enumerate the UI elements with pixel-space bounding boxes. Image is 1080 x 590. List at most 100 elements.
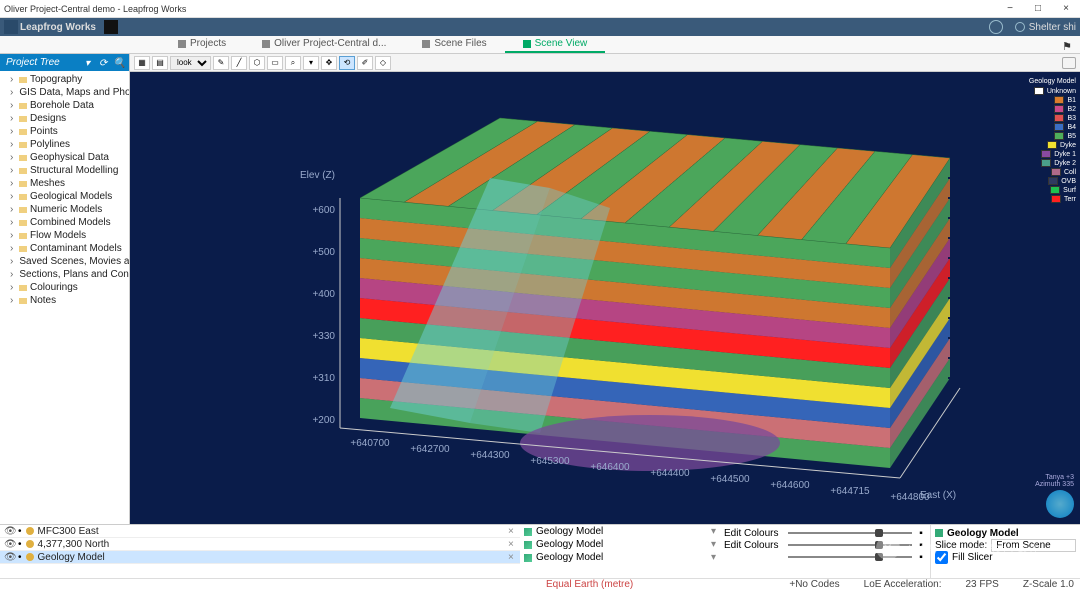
svg-text:+640700: +640700 (350, 438, 390, 449)
legend-item: Unknown (1029, 87, 1076, 95)
legend-item: OVB (1029, 177, 1076, 185)
tab-scene-view[interactable]: Scene View (505, 36, 606, 53)
tree-item[interactable]: ›Combined Models (0, 216, 129, 229)
tree-item[interactable]: ›Topography (0, 73, 129, 86)
tab-project-central[interactable]: Oliver Project-Central d... (244, 36, 404, 53)
edit-row: Edit Colours▪ (724, 527, 926, 539)
tree-item[interactable]: ›Polylines (0, 138, 129, 151)
tool-slice[interactable]: ▦ (134, 56, 150, 70)
menu-icon[interactable] (4, 20, 18, 34)
camera-icon[interactable] (1062, 57, 1076, 69)
look-select[interactable]: look (170, 56, 211, 70)
fill-slicer-checkbox[interactable] (935, 551, 948, 564)
eye-icon[interactable]: 👁 (4, 552, 14, 563)
props-cube-icon (935, 529, 943, 537)
play-icon[interactable] (104, 20, 118, 34)
tool-poly[interactable]: ⬡ (249, 56, 265, 70)
opacity-slider[interactable] (788, 532, 912, 534)
tree-item[interactable]: ›Structural Modelling (0, 164, 129, 177)
help-icon[interactable] (989, 20, 1003, 34)
scene-viewport[interactable]: Elev (Z)East (X)+600+500+400+330+310+200… (130, 72, 1080, 524)
svg-text:+644300: +644300 (470, 450, 510, 461)
tree-item[interactable]: ›Designs (0, 112, 129, 125)
tree-item[interactable]: ›Colourings (0, 281, 129, 294)
opacity-slider[interactable] (788, 556, 912, 558)
slider-end-icon[interactable]: ▪ (916, 528, 926, 539)
tree-item[interactable]: ›Numeric Models (0, 203, 129, 216)
layer-row[interactable]: 👁•MFC300 East× (0, 525, 520, 538)
remove-icon[interactable]: × (508, 552, 516, 563)
tool-pen[interactable]: ✎ (213, 56, 229, 70)
tool-move[interactable]: ✥ (321, 56, 337, 70)
window-min-button[interactable]: − (1000, 3, 1020, 14)
opacity-slider[interactable] (788, 544, 912, 546)
status-accel: LoE Acceleration: (864, 579, 942, 590)
tree-item[interactable]: ›Saved Scenes, Movies and Markers (0, 255, 129, 268)
tool-line[interactable]: ╱ (231, 56, 247, 70)
legend-item: B5 (1029, 132, 1076, 140)
tool-pick[interactable]: ⌕ (285, 56, 301, 70)
window-close-button[interactable]: × (1056, 3, 1076, 14)
tree-item[interactable]: ›Geological Models (0, 190, 129, 203)
pin-icon[interactable]: • (18, 539, 22, 550)
svg-text:+330: +330 (312, 331, 335, 342)
slider-end-icon[interactable]: ▪ (916, 540, 926, 551)
tree-item[interactable]: ›Notes (0, 294, 129, 307)
edit-row: ▪ (724, 551, 926, 563)
svg-text:+500: +500 (312, 247, 335, 258)
slice-mode-value[interactable]: From Scene (991, 539, 1076, 552)
tree-item[interactable]: ›GIS Data, Maps and Photos (0, 86, 129, 99)
svg-text:+600: +600 (312, 205, 335, 216)
pin-icon[interactable]: • (18, 526, 22, 537)
eye-icon[interactable]: 👁 (4, 539, 14, 550)
model-ref-row[interactable]: Geology Model▾ (520, 538, 720, 551)
legend-item: B2 (1029, 105, 1076, 113)
eye-icon[interactable]: 👁 (4, 526, 14, 537)
tool-box[interactable]: ▭ (267, 56, 283, 70)
tree-item[interactable]: ›Meshes (0, 177, 129, 190)
svg-text:+645300: +645300 (530, 456, 570, 467)
tab-projects[interactable]: Projects (160, 36, 244, 53)
tree-item[interactable]: ›Borehole Data (0, 99, 129, 112)
tree-item[interactable]: ›Contaminant Models (0, 242, 129, 255)
tool-erase[interactable]: ◇ (375, 56, 391, 70)
window-max-button[interactable]: □ (1028, 3, 1048, 14)
remove-icon[interactable]: × (508, 526, 516, 537)
tree-refresh-icon[interactable]: ⟳ (99, 58, 109, 68)
scene-credits: Tanya +3 Azimuth 335 (1035, 474, 1074, 488)
scene-toolbar: ▦ ▤ look ✎ ╱ ⬡ ▭ ⌕ ▾ ✥ ⟲ ✐ ◇ (130, 54, 1080, 72)
model-ref-row[interactable]: Geology Model▾ (520, 551, 720, 564)
user-label[interactable]: Shelter shi (1015, 22, 1076, 33)
tree-item[interactable]: ›Sections, Plans and Contours (0, 268, 129, 281)
layer-row[interactable]: 👁•4,377,300 North× (0, 538, 520, 551)
project-tree-title: Project Tree (6, 57, 60, 68)
tree-search-icon[interactable]: 🔍 (113, 58, 123, 68)
model-cube-icon (524, 541, 532, 549)
tab-scene-files[interactable]: Scene Files (404, 36, 504, 53)
window-title: Oliver Project-Central demo - Leapfrog W… (4, 4, 1000, 14)
fill-slicer-label: Fill Slicer (952, 552, 993, 563)
slider-end-icon[interactable]: ▪ (916, 552, 926, 563)
tool-rotate[interactable]: ⟲ (339, 56, 355, 70)
project-tree-header: Project Tree ▾ ⟳ 🔍 (0, 54, 129, 71)
layer-row[interactable]: 👁•Geology Model× (0, 551, 520, 564)
model-ref-row[interactable]: Geology Model▾ (520, 525, 720, 538)
model-cube-icon (524, 528, 532, 536)
pin-icon[interactable]: • (18, 552, 22, 563)
flag-icon[interactable]: ⚑ (1062, 40, 1072, 53)
tree-item[interactable]: ›Geophysical Data (0, 151, 129, 164)
compass-icon[interactable] (1046, 490, 1074, 518)
bottom-panel: 👁•MFC300 East×👁•4,377,300 North×👁•Geolog… (0, 524, 1080, 578)
tree-item[interactable]: ›Flow Models (0, 229, 129, 242)
tree-item[interactable]: ›Points (0, 125, 129, 138)
tool-ruler[interactable]: ▤ (152, 56, 168, 70)
remove-icon[interactable]: × (508, 539, 516, 550)
legend-header: Geology Model (1029, 78, 1076, 85)
legend: Geology Model UnknownB1B2B3B4B5DykeDyke … (1029, 78, 1076, 204)
scene-files-icon (422, 40, 430, 48)
tool-edit[interactable]: ✐ (357, 56, 373, 70)
svg-text:+310: +310 (312, 373, 335, 384)
user-name: Shelter shi (1029, 22, 1076, 33)
tree-collapse-icon[interactable]: ▾ (85, 58, 95, 68)
tool-grid[interactable]: ▾ (303, 56, 319, 70)
